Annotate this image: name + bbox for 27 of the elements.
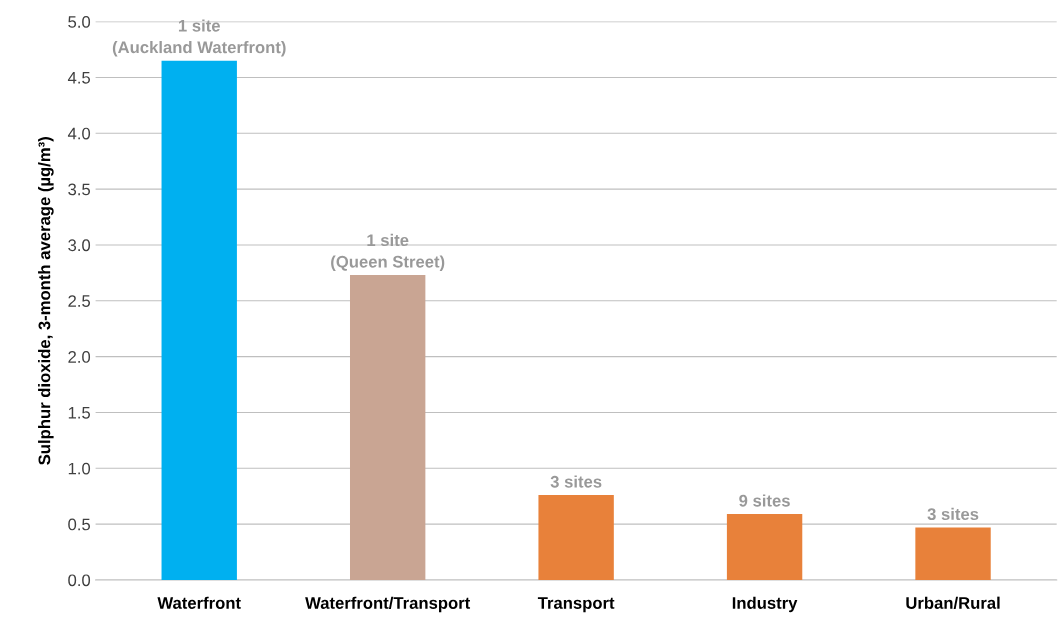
bar	[349, 275, 426, 580]
x-tick-label: Industry	[732, 596, 798, 613]
annotation: 9 sites	[739, 494, 790, 507]
bar	[161, 60, 237, 580]
y-tick-label: 3.0	[68, 239, 91, 252]
y-tick-label: 2.5	[68, 295, 91, 307]
y-tick-label: 1.5	[68, 407, 91, 419]
annotation: 3 sites	[927, 507, 979, 521]
x-tick-label: Waterfront	[157, 596, 241, 609]
y-tick-label: 0.5	[68, 518, 91, 531]
y-tick-label: 4.0	[67, 127, 91, 140]
bar	[726, 514, 803, 580]
y-tick-label: 2.0	[68, 351, 91, 363]
annotation: 3 sites	[550, 475, 602, 488]
y-tick-label: 5.0	[68, 16, 91, 28]
y-tick-label: 4.5	[67, 72, 91, 84]
bar	[538, 495, 614, 580]
annotation: 1 site (Queen Street)	[331, 233, 445, 271]
x-tick-label: Waterfront/Transport	[305, 596, 471, 613]
y-tick-label: 1.0	[68, 462, 91, 475]
x-tick-label: Urban/Rural	[906, 596, 1000, 610]
y-tick-label: 3.5	[68, 183, 91, 196]
y-tick-label: 0.0	[68, 574, 91, 587]
bar	[915, 527, 991, 580]
annotation: 1 site (Auckland Waterfront)	[112, 19, 286, 57]
x-tick-label: Transport	[537, 597, 615, 613]
y-axis-title: Sulphur dioxide, 3-month average (µg/m³)	[38, 137, 54, 465]
